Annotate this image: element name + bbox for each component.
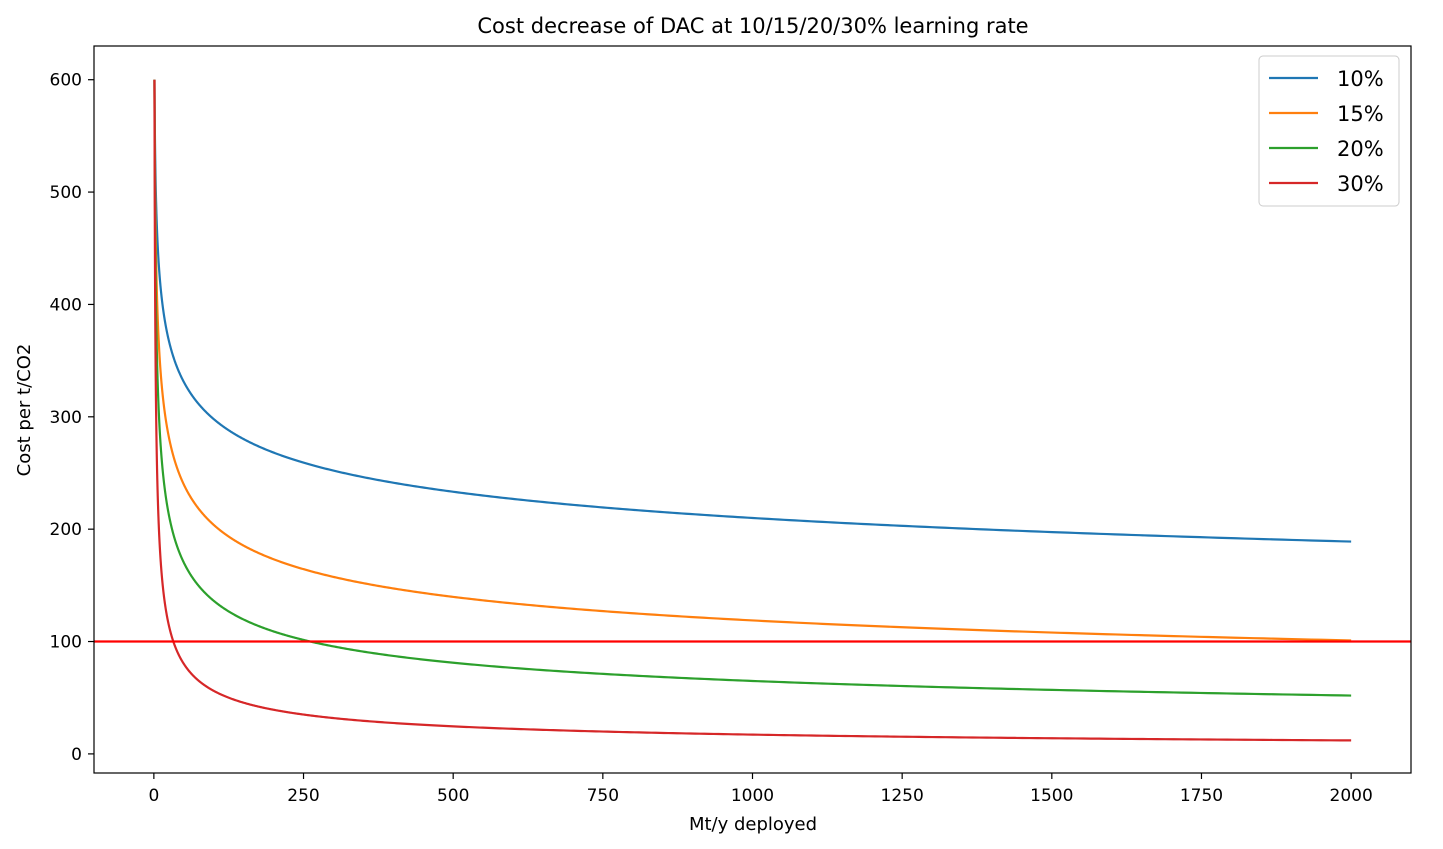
series-line-4 <box>153 79 1352 742</box>
x-tick-label: 250 <box>287 786 319 806</box>
y-tick-label: 0 <box>71 745 82 765</box>
x-tick-label: 1500 <box>1030 786 1073 806</box>
x-tick-label: 2000 <box>1330 786 1373 806</box>
legend-label-1: 10% <box>1337 67 1384 91</box>
x-axis-label: Mt/y deployed <box>689 814 817 835</box>
x-tick-label: 750 <box>587 786 619 806</box>
y-tick-label: 100 <box>50 633 82 653</box>
legend: 10% 15% 20% 30% <box>1258 55 1400 207</box>
y-tick-label: 300 <box>50 408 82 428</box>
y-tick-label: 500 <box>50 183 82 203</box>
x-axis: 0 250 500 750 1000 1250 1500 1750 2000 <box>148 773 1373 806</box>
legend-label-3: 20% <box>1337 137 1384 161</box>
y-axis: 0 100 200 300 400 500 600 <box>50 71 94 765</box>
x-tick-label: 0 <box>148 786 159 806</box>
legend-box <box>1258 55 1400 207</box>
y-tick-label: 400 <box>50 295 82 315</box>
y-tick-label: 600 <box>50 71 82 91</box>
x-tick-label: 1000 <box>731 786 774 806</box>
x-tick-label: 1250 <box>881 786 924 806</box>
x-tick-label: 500 <box>437 786 469 806</box>
legend-label-2: 15% <box>1337 102 1384 126</box>
y-tick-label: 200 <box>50 520 82 540</box>
series-layer <box>153 79 1352 742</box>
x-tick-label: 1750 <box>1180 786 1223 806</box>
legend-label-4: 30% <box>1337 172 1384 196</box>
y-axis-label: Cost per t/CO2 <box>14 344 35 477</box>
chart-title: Cost decrease of DAC at 10/15/20/30% lea… <box>477 14 1028 38</box>
